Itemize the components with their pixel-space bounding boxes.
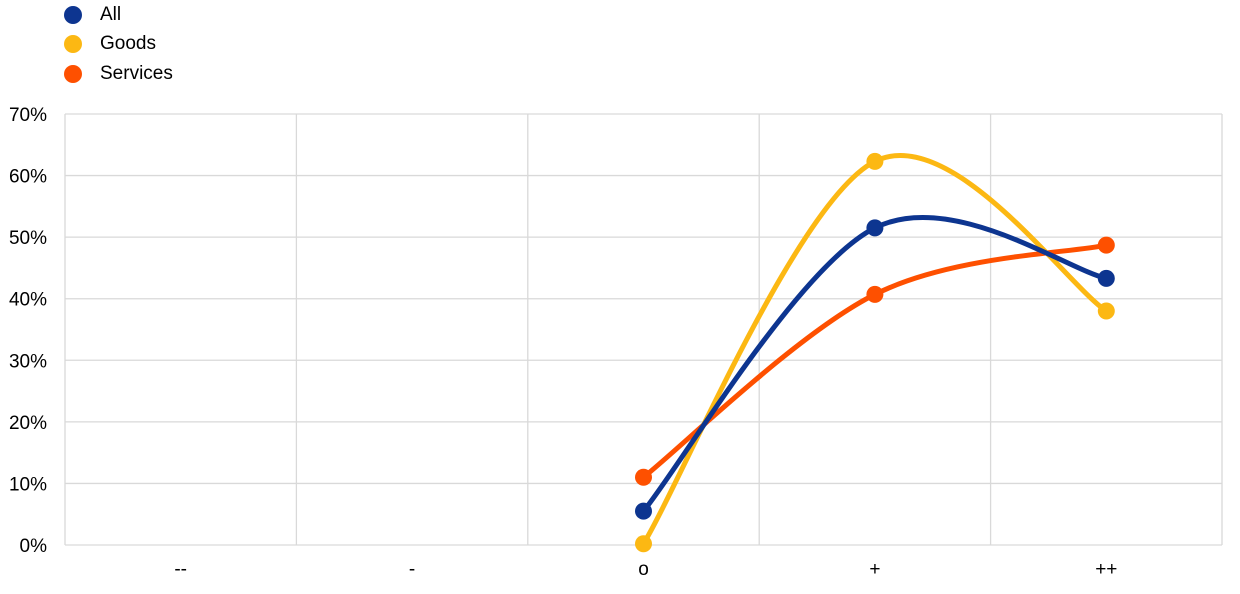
data-point-services <box>635 468 652 486</box>
x-tick-label: - <box>409 559 415 580</box>
legend-marker-services <box>64 64 82 83</box>
legend-marker-all <box>64 5 82 24</box>
legend-item-services: Services <box>60 59 173 89</box>
y-tick-label: 0% <box>20 536 48 557</box>
x-tick-label: + <box>869 559 880 580</box>
data-point-goods <box>866 152 884 170</box>
legend-label-goods: Goods <box>100 33 156 55</box>
y-tick-label: 40% <box>9 290 47 311</box>
data-point-all <box>635 502 652 520</box>
x-tick-label: o <box>638 559 649 580</box>
data-point-services <box>866 285 884 303</box>
y-tick-label: 30% <box>9 351 47 372</box>
legend: All Goods Services <box>60 0 173 89</box>
legend-label-all: All <box>100 3 122 25</box>
data-point-all <box>1097 269 1115 287</box>
data-point-goods <box>1097 302 1115 320</box>
y-tick-label: 10% <box>9 474 47 495</box>
y-tick-label: 50% <box>9 228 47 249</box>
legend-label-services: Services <box>100 62 173 84</box>
y-tick-label: 20% <box>9 413 47 434</box>
series-line-all <box>641 214 1109 514</box>
x-tick-label: ++ <box>1095 559 1117 580</box>
x-tick-label: -- <box>174 559 187 580</box>
series-line-services <box>641 242 1109 480</box>
legend-item-goods: Goods <box>60 30 173 60</box>
y-tick-label: 70% <box>9 105 47 126</box>
legend-item-all: All <box>60 0 173 30</box>
data-point-all <box>866 219 884 237</box>
legend-marker-goods <box>64 35 82 54</box>
y-tick-label: 60% <box>9 167 47 188</box>
data-point-services <box>1097 236 1115 254</box>
data-point-goods <box>635 535 652 553</box>
series-line-goods <box>641 152 1109 547</box>
